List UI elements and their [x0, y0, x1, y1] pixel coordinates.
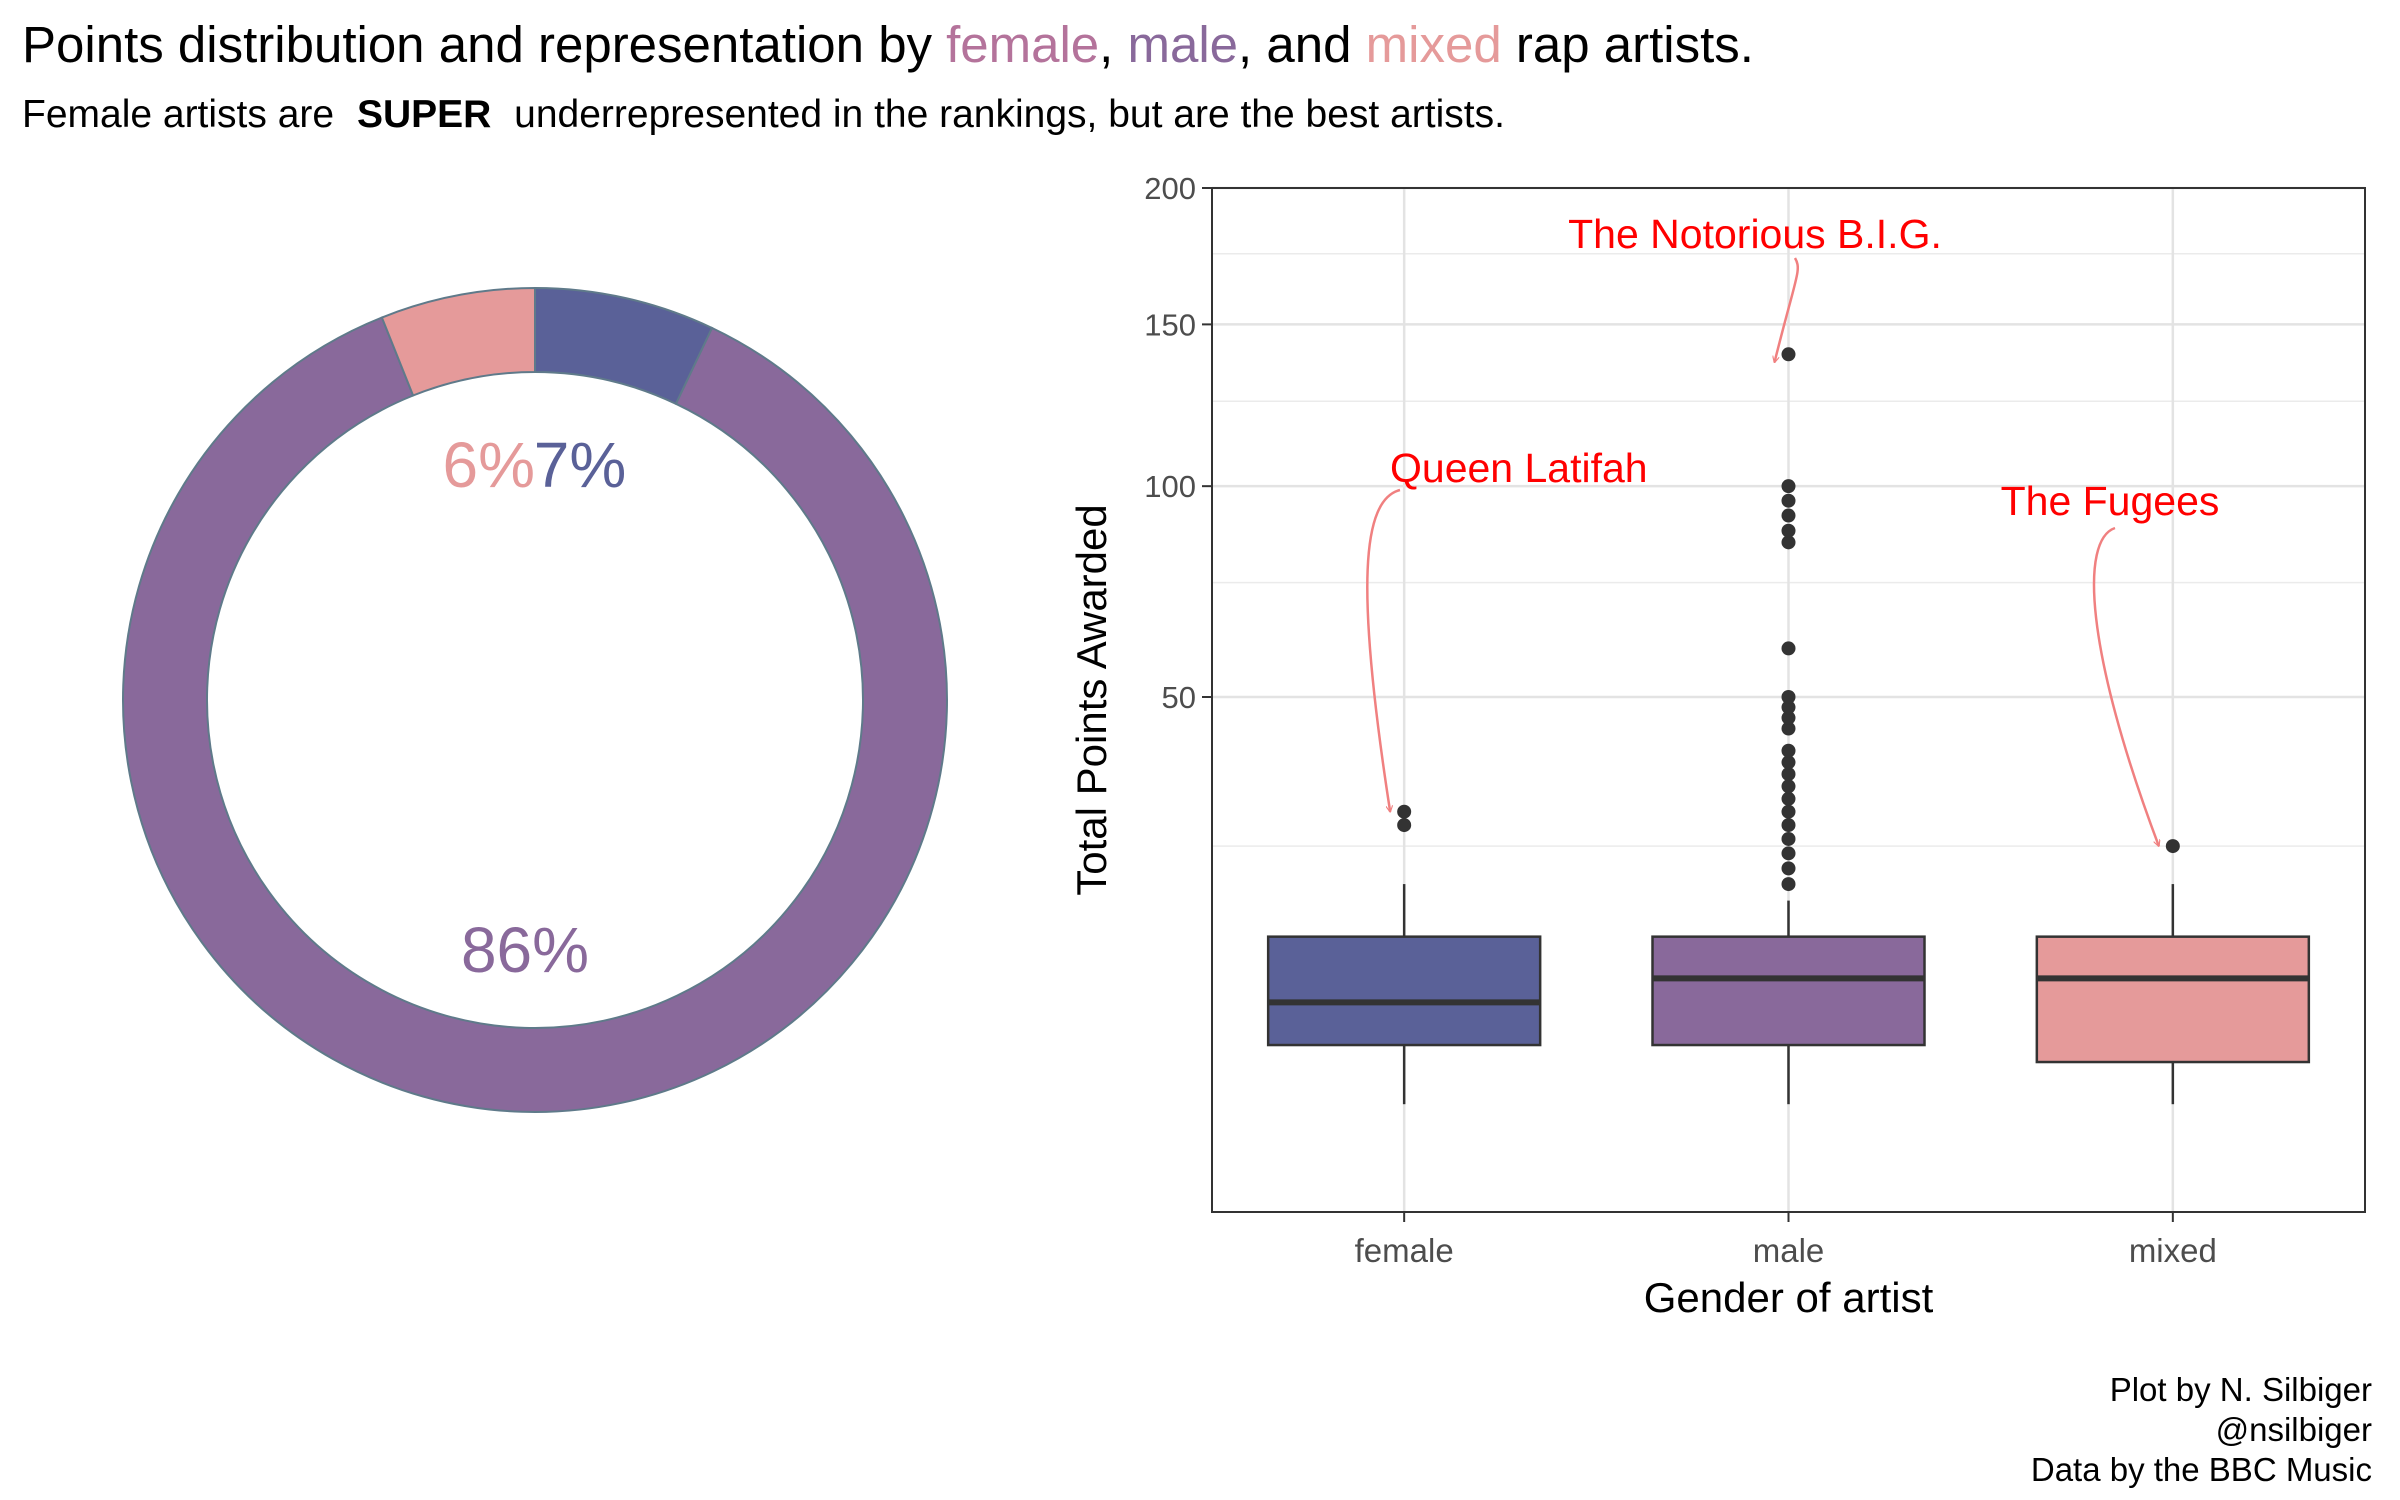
chart-subtitle: Female artists are SUPER underrepresente… — [22, 90, 1505, 140]
title-male-word: male — [1127, 16, 1239, 73]
outlier-point-male — [1781, 479, 1796, 494]
x-tick-label-male: male — [1753, 1232, 1825, 1269]
outlier-point-male — [1781, 791, 1796, 806]
title-female-word: female — [946, 16, 1100, 73]
donut-label-female: 7% — [534, 429, 627, 501]
outlier-point-male — [1781, 721, 1796, 736]
annotation-arrow — [1775, 257, 1800, 362]
donut-slice-male — [122, 316, 948, 1113]
y-tick-label: 100 — [1144, 469, 1196, 504]
box-mixed — [2035, 935, 2311, 1064]
subtitle-emphasis: SUPER — [356, 93, 492, 136]
outlier-point-mixed — [2165, 839, 2180, 854]
caption: Plot by N. Silbiger @nsilbiger Data by t… — [2031, 1370, 2372, 1490]
outlier-point-male — [1781, 690, 1796, 704]
y-tick-label: 150 — [1144, 307, 1196, 342]
outlier-point-female — [1397, 804, 1412, 819]
y-tick-label: 50 — [1162, 680, 1196, 715]
axes: 50 100 150 200 female male mixed Gender of arti… — [1068, 171, 2217, 1321]
outlier-point-male — [1781, 846, 1796, 861]
title-comma: , — [1099, 16, 1114, 73]
outlier-point-male — [1781, 535, 1796, 550]
annotation-label: Queen Latifah — [1390, 445, 1648, 491]
subtitle-suffix: underrepresented in the rankings, but ar… — [514, 93, 1505, 136]
outlier-point-male — [1781, 861, 1796, 876]
outlier-point-male — [1781, 755, 1796, 770]
donut-label-mixed: 6% — [443, 429, 536, 501]
subtitle-prefix: Female artists are — [22, 93, 335, 136]
y-tick-label: 200 — [1144, 171, 1196, 206]
outlier-point-male — [1781, 767, 1796, 782]
title-prefix: Points distribution and representation b… — [22, 16, 933, 73]
outlier-point-male — [1781, 347, 1796, 362]
caption-handle: @nsilbiger — [2215, 1411, 2372, 1448]
x-tick-label-female: female — [1355, 1232, 1454, 1269]
title-mixed-word: mixed — [1365, 16, 1502, 73]
chart-title: Points distribution and representation b… — [22, 14, 1754, 76]
outlier-point-male — [1781, 831, 1796, 846]
outlier-point-male — [1781, 523, 1796, 538]
donut-label-male: 86% — [461, 914, 589, 986]
donut-slice-mixed — [380, 286, 536, 397]
outlier-point-male — [1781, 493, 1796, 508]
outlier-point-male — [1781, 710, 1796, 725]
annotations: Queen Latifah The Notorious B.I.G. The Fug… — [1366, 211, 2220, 846]
outlier-point-male — [1781, 641, 1796, 656]
x-axis-title: Gender of artist — [1644, 1274, 1934, 1321]
box-plot: 50 100 150 200 female male mixed Gender of arti… — [1068, 171, 2366, 1321]
outlier-point-male — [1781, 804, 1796, 819]
outlier-point-male — [1781, 743, 1796, 758]
outlier-point-male — [1781, 818, 1796, 833]
outlier-point-male — [1781, 877, 1796, 892]
annotation-label: The Notorious B.I.G. — [1568, 211, 1942, 257]
outlier-point-male — [1781, 700, 1796, 715]
outlier-point-female — [1397, 818, 1412, 833]
annotation-arrow — [1366, 488, 1401, 812]
donut-chart: 7% 86% 6% — [122, 286, 948, 1113]
box-marks — [1266, 884, 2311, 1105]
annotation-label: The Fugees — [2001, 478, 2220, 524]
caption-author: Plot by N. Silbiger — [2109, 1371, 2372, 1408]
outlier-point-male — [1781, 508, 1796, 523]
annotation-arrow — [2092, 526, 2159, 846]
box-male — [1651, 935, 1926, 1047]
y-axis-title: Total Points Awarded — [1068, 504, 1115, 895]
box-female — [1266, 935, 1542, 1047]
title-and: , and — [1238, 16, 1352, 73]
caption-source: Data by the BBC Music — [2030, 1451, 2372, 1488]
outlier-points — [1397, 347, 2180, 892]
outlier-point-male — [1781, 779, 1796, 794]
title-suffix: rap artists. — [1515, 16, 1754, 73]
x-tick-label-mixed: mixed — [2129, 1232, 2217, 1269]
